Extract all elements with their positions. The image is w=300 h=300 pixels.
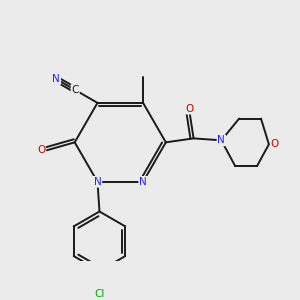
Text: Cl: Cl [94, 289, 105, 299]
Text: N: N [218, 135, 225, 145]
Text: O: O [185, 103, 194, 114]
Text: O: O [37, 145, 45, 155]
Text: N: N [139, 177, 147, 187]
Text: N: N [52, 74, 60, 84]
Text: C: C [71, 85, 79, 95]
Text: N: N [94, 177, 101, 187]
Text: O: O [271, 139, 279, 149]
